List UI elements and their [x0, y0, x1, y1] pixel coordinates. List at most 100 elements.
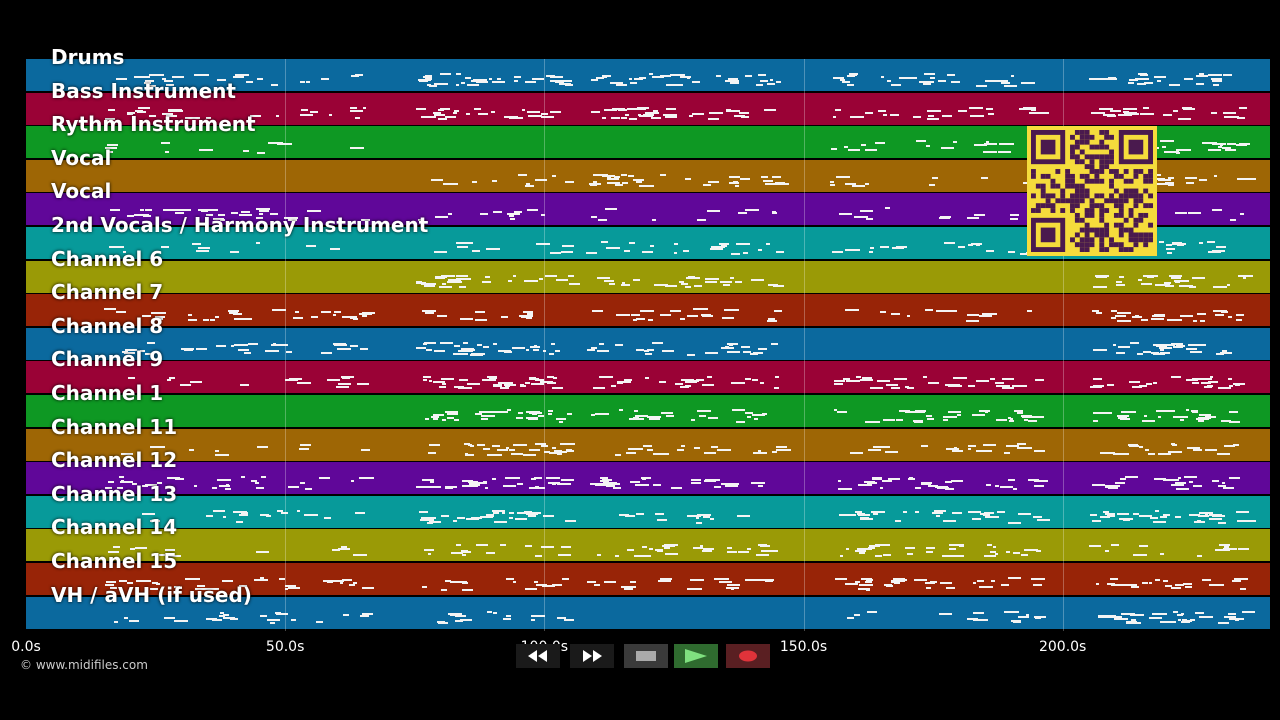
- note-mark: [276, 613, 289, 616]
- note-mark: [895, 519, 901, 522]
- note-mark: [1020, 414, 1033, 417]
- note-mark: [844, 309, 859, 312]
- note-mark: [522, 310, 533, 313]
- note-mark: [720, 281, 733, 284]
- note-mark: [912, 420, 924, 423]
- note-mark: [697, 514, 712, 517]
- note-mark: [541, 113, 548, 116]
- note-mark: [1117, 414, 1130, 417]
- note-mark: [986, 484, 992, 487]
- note-mark: [239, 214, 252, 217]
- note-mark: [360, 218, 370, 221]
- note-mark: [1004, 610, 1020, 613]
- note-mark: [531, 619, 535, 622]
- note-mark: [647, 415, 661, 418]
- note-mark: [424, 77, 431, 80]
- note-mark: [633, 77, 643, 80]
- note-mark: [857, 588, 871, 591]
- note-mark: [1007, 479, 1016, 482]
- note-mark: [236, 521, 243, 524]
- note-mark: [692, 112, 705, 115]
- time-tick-label: 50.0s: [265, 639, 305, 655]
- record-button[interactable]: [726, 644, 770, 668]
- play-button[interactable]: [674, 644, 718, 668]
- note-mark: [847, 83, 855, 86]
- note-mark: [1198, 515, 1209, 518]
- note-mark: [546, 477, 560, 480]
- note-mark: [1017, 442, 1026, 445]
- note-mark: [590, 183, 597, 186]
- note-mark: [488, 376, 496, 379]
- note-mark: [463, 342, 469, 345]
- note-mark: [1157, 79, 1161, 82]
- note-mark: [876, 380, 888, 383]
- note-mark: [1175, 482, 1186, 485]
- note-mark: [758, 485, 764, 488]
- note-mark: [1216, 352, 1224, 355]
- note-mark: [155, 583, 161, 586]
- note-mark: [195, 587, 208, 590]
- note-mark: [591, 79, 598, 82]
- note-mark: [771, 175, 782, 178]
- note-mark: [1117, 311, 1132, 314]
- time-tick-label: 200.0s: [1038, 639, 1087, 655]
- note-mark: [847, 616, 855, 619]
- note-mark: [1033, 583, 1043, 586]
- note-mark: [726, 109, 741, 112]
- note-mark: [666, 107, 677, 110]
- note-mark: [885, 207, 891, 210]
- note-mark: [757, 543, 767, 546]
- note-mark: [1131, 385, 1142, 388]
- note-mark: [227, 309, 240, 312]
- note-mark: [1175, 148, 1188, 151]
- note-mark: [599, 479, 610, 482]
- note-mark: [458, 279, 462, 282]
- note-mark: [119, 480, 133, 483]
- note-mark: [940, 146, 955, 149]
- note-mark: [980, 450, 993, 453]
- note-mark: [247, 342, 258, 345]
- note-mark: [446, 412, 458, 415]
- note-mark: [110, 209, 121, 212]
- note-mark: [453, 109, 459, 112]
- note-mark: [656, 452, 670, 455]
- note-mark: [453, 580, 468, 583]
- note-mark: [600, 477, 608, 480]
- note-mark: [995, 419, 1008, 422]
- note-mark: [556, 483, 571, 486]
- note-mark: [753, 451, 768, 454]
- note-mark: [723, 283, 730, 286]
- note-mark: [460, 619, 473, 622]
- note-mark: [1088, 78, 1101, 81]
- note-mark: [558, 83, 571, 86]
- note-mark: [905, 546, 916, 549]
- note-mark: [1118, 346, 1131, 349]
- note-mark: [461, 550, 472, 553]
- note-mark: [1124, 584, 1137, 587]
- track-label: Channel 11: [51, 414, 178, 439]
- note-mark: [633, 178, 640, 181]
- note-mark: [838, 480, 842, 483]
- note-mark: [1224, 444, 1235, 447]
- note-mark: [164, 151, 169, 154]
- stop-button[interactable]: [624, 644, 668, 668]
- note-mark: [1163, 580, 1168, 583]
- note-mark: [1035, 549, 1042, 552]
- note-mark: [988, 112, 995, 115]
- note-mark: [1235, 314, 1244, 317]
- note-mark: [455, 73, 461, 76]
- note-mark: [885, 383, 899, 386]
- note-mark: [260, 476, 267, 479]
- note-mark: [174, 585, 180, 588]
- note-mark: [640, 477, 651, 480]
- note-mark: [113, 545, 120, 548]
- fast-forward-button[interactable]: [570, 644, 614, 668]
- rewind-button[interactable]: [516, 644, 560, 668]
- note-mark: [535, 555, 543, 558]
- note-mark: [427, 486, 431, 489]
- note-mark: [1153, 75, 1167, 78]
- note-mark: [441, 274, 455, 277]
- note-mark: [926, 117, 939, 120]
- note-mark: [219, 484, 230, 487]
- note-mark: [651, 116, 661, 119]
